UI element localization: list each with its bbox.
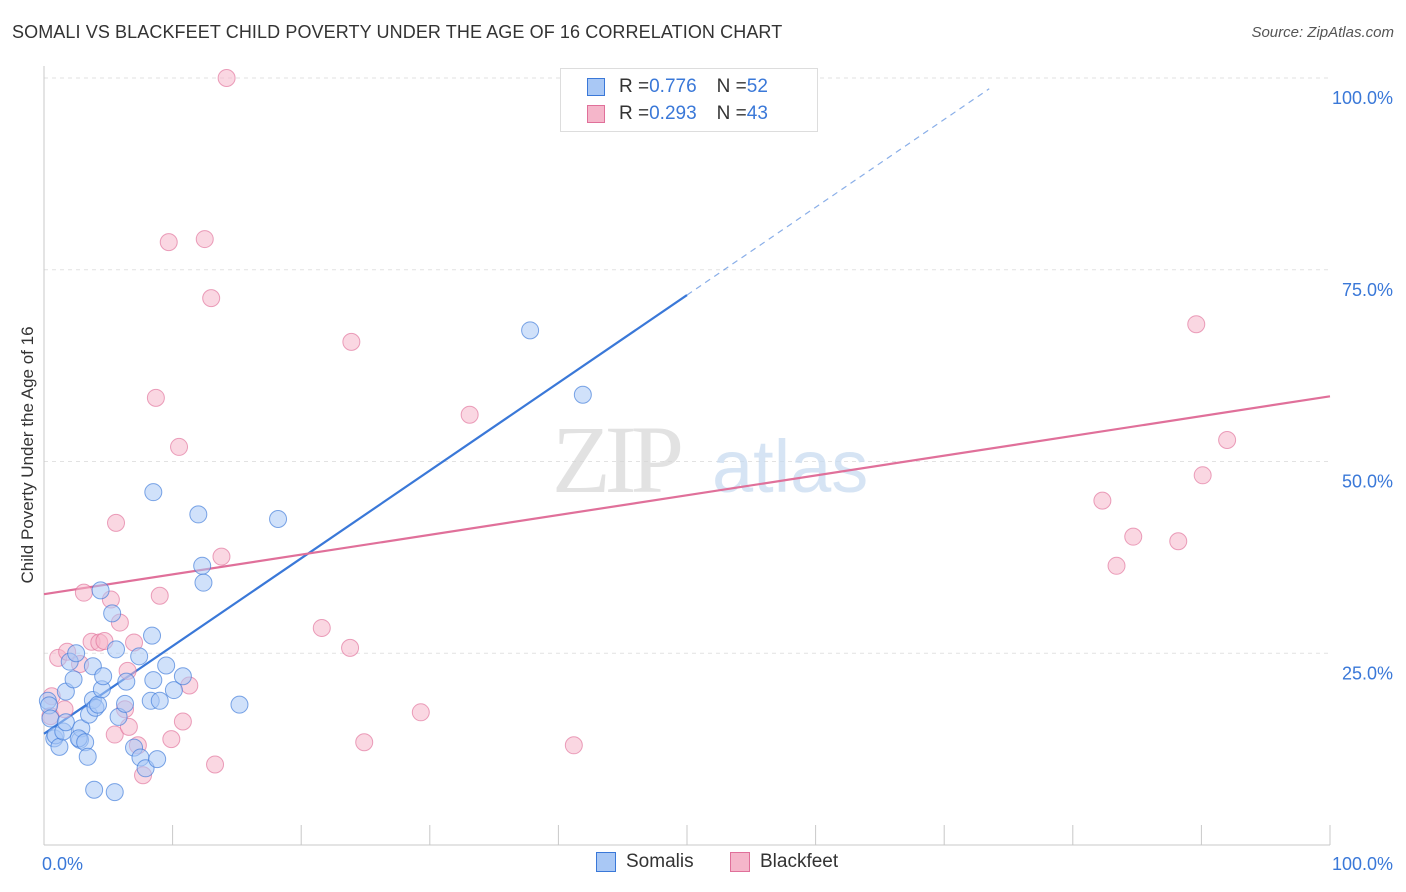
- somalis-n-label: N =: [716, 76, 747, 97]
- somalis-point-41: [150, 691, 169, 710]
- trend-lines: [43, 88, 1331, 735]
- bottom-legend-somalis: Somalis: [596, 851, 694, 873]
- bottom-blackfeet-label: Blackfeet: [760, 851, 839, 872]
- blackfeet-point-42: [1124, 527, 1143, 546]
- blackfeet-trend-line: [43, 395, 1331, 596]
- somalis-point-51: [573, 385, 592, 404]
- somalis-trend-line: [43, 294, 688, 735]
- legend-row-somalis: R = 0.776 N = 52: [587, 74, 768, 100]
- bottom-blackfeet-swatch: [730, 852, 750, 872]
- somalis-point-10: [64, 670, 83, 689]
- somalis-point-8: [56, 713, 75, 732]
- blackfeet-point-12: [107, 513, 126, 532]
- blackfeet-point-6: [74, 583, 93, 602]
- somalis-swatch: [587, 78, 605, 96]
- blackfeet-point-44: [1187, 315, 1206, 334]
- blackfeet-point-29: [206, 755, 225, 774]
- blackfeet-point-22: [159, 233, 178, 252]
- blackfeet-point-37: [460, 405, 479, 424]
- watermark-atlas: atlas: [712, 425, 868, 508]
- somalis-point-40: [148, 750, 167, 769]
- somalis-point-38: [144, 671, 163, 690]
- legend-row-blackfeet: R = 0.293 N = 43: [587, 101, 768, 127]
- blackfeet-n-value: 43: [746, 103, 768, 124]
- stats-legend: R = 0.776 N = 52 R = 0.293 N = 43: [560, 68, 818, 132]
- blackfeet-point-33: [341, 638, 360, 657]
- blackfeet-point-28: [202, 289, 221, 308]
- y-tick-labels: 25.0% 50.0% 75.0% 100.0%: [1332, 88, 1393, 683]
- grid-lines: [44, 77, 1330, 654]
- somalis-point-5: [50, 737, 69, 756]
- blackfeet-point-35: [355, 733, 374, 752]
- y-tick-label-25: 25.0%: [1342, 663, 1393, 683]
- blackfeet-n-label: N =: [716, 103, 747, 124]
- y-axis-label: Child Poverty Under the Age of 16: [18, 326, 37, 584]
- blackfeet-point-25: [173, 712, 192, 731]
- somalis-point-20: [85, 780, 104, 799]
- somalis-point-31: [117, 672, 136, 691]
- blackfeet-point-21: [150, 586, 169, 605]
- blackfeet-point-38: [564, 736, 583, 755]
- x-tick-label-100: 100.0%: [1332, 854, 1393, 874]
- blackfeet-point-32: [312, 618, 331, 637]
- blackfeet-r-label: R =: [619, 103, 650, 124]
- y-tick-label-50: 50.0%: [1342, 472, 1393, 492]
- bottom-somalis-swatch: [596, 852, 616, 872]
- somalis-point-50: [521, 321, 540, 340]
- somalis-point-24: [94, 667, 113, 686]
- blackfeet-point-46: [1218, 431, 1237, 450]
- axes: [43, 66, 1331, 846]
- blackfeet-point-11: [105, 725, 124, 744]
- somalis-point-42: [157, 656, 176, 675]
- blackfeet-point-23: [162, 730, 181, 749]
- somalis-point-45: [189, 505, 208, 524]
- somalis-point-48: [230, 695, 249, 714]
- somalis-point-39: [144, 483, 163, 502]
- bottom-legend-blackfeet: Blackfeet: [730, 851, 838, 873]
- blackfeet-point-36: [411, 703, 430, 722]
- somalis-r-label: R =: [619, 76, 650, 97]
- blackfeet-point-27: [195, 230, 214, 249]
- somalis-point-49: [269, 510, 288, 529]
- somalis-point-46: [193, 556, 212, 575]
- somalis-r-value: 0.776: [649, 76, 697, 97]
- blackfeet-point-31: [217, 69, 236, 87]
- somalis-point-37: [143, 626, 162, 645]
- y-tick-label-100: 100.0%: [1332, 88, 1393, 108]
- somalis-point-17: [78, 747, 97, 766]
- somalis-point-44: [173, 667, 192, 686]
- somalis-point-43: [164, 681, 183, 700]
- blackfeet-point-45: [1193, 466, 1212, 485]
- somalis-point-26: [103, 604, 122, 623]
- blackfeet-swatch: [587, 105, 605, 123]
- blackfeet-r-value: 0.293: [649, 103, 697, 124]
- source-label: Source: ZipAtlas.com: [1251, 24, 1394, 41]
- x-tick-label-0: 0.0%: [42, 854, 83, 874]
- somalis-trend-extension: [686, 88, 990, 296]
- blackfeet-point-40: [1093, 491, 1112, 510]
- watermark-zip: ZIP: [552, 406, 681, 513]
- somalis-point-22: [89, 695, 108, 714]
- bottom-somalis-label: Somalis: [626, 851, 694, 872]
- watermark: ZIP atlas: [552, 406, 868, 513]
- somalis-point-27: [105, 783, 124, 802]
- somalis-point-30: [116, 694, 135, 713]
- x-tick-labels: 0.0% 100.0%: [42, 854, 1393, 874]
- blackfeet-point-34: [342, 332, 361, 351]
- blackfeet-point-43: [1169, 532, 1188, 551]
- somalis-point-28: [107, 640, 126, 659]
- blackfeet-point-30: [212, 547, 231, 566]
- blackfeet-point-20: [146, 388, 165, 407]
- somalis-n-value: 52: [746, 76, 768, 97]
- y-tick-label-75: 75.0%: [1342, 280, 1393, 300]
- somalis-point-2: [41, 709, 60, 728]
- somalis-point-11: [67, 644, 86, 663]
- somalis-point-25: [91, 581, 110, 600]
- somalis-point-47: [194, 573, 213, 592]
- blackfeet-point-41: [1107, 556, 1126, 575]
- somalis-point-33: [130, 647, 149, 666]
- blackfeet-point-24: [170, 437, 189, 456]
- chart-title: SOMALI VS BLACKFEET CHILD POVERTY UNDER …: [12, 22, 783, 42]
